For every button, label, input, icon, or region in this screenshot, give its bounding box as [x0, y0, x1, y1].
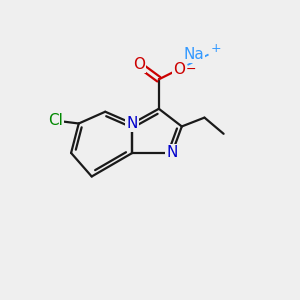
Text: O: O: [133, 57, 145, 72]
Text: Na: Na: [184, 47, 205, 62]
Text: N: N: [167, 146, 178, 160]
Text: +: +: [211, 42, 222, 55]
Text: N: N: [127, 116, 138, 131]
Text: −: −: [186, 63, 196, 76]
Text: Cl: Cl: [48, 113, 63, 128]
Text: O: O: [173, 61, 185, 76]
